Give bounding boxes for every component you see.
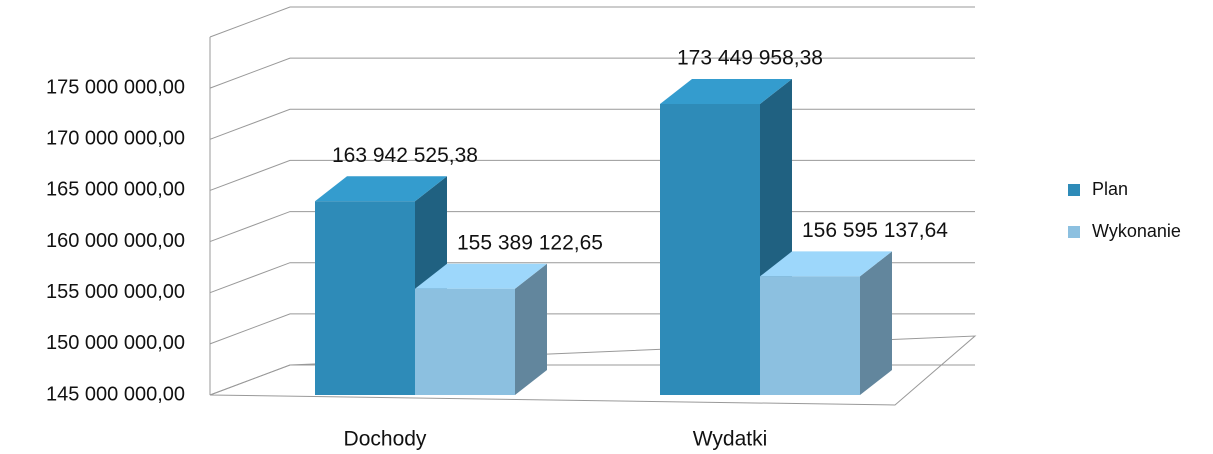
x-tick-label: Wydatki: [693, 428, 768, 451]
legend-swatch: [1068, 226, 1080, 238]
legend-label: Wykonanie: [1092, 221, 1181, 241]
bar-top: [760, 251, 892, 277]
value-label: 156 595 137,64: [802, 219, 948, 242]
bar: [760, 251, 892, 395]
bar-front: [660, 103, 760, 396]
floor: [209, 335, 977, 406]
grid-line: [209, 57, 975, 89]
bar-top: [415, 263, 547, 289]
bar-side: [515, 263, 547, 395]
y-tick-label: 155 000 000,00: [46, 281, 185, 303]
x-tick-label: Dochody: [344, 428, 427, 451]
value-label: 155 389 122,65: [457, 231, 603, 254]
bar-front: [415, 288, 515, 395]
bar-front: [760, 276, 860, 395]
grid-line: [209, 108, 975, 140]
y-tick-label: 165 000 000,00: [46, 179, 185, 201]
y-tick-label: 160 000 000,00: [46, 230, 185, 252]
bar-front: [315, 201, 415, 395]
wall-top: [209, 6, 975, 38]
y-tick-label: 150 000 000,00: [46, 332, 185, 354]
value-label: 173 449 958,38: [677, 47, 823, 70]
y-tick-label: 170 000 000,00: [46, 128, 185, 150]
bar-top: [315, 176, 447, 202]
bar-side: [860, 251, 892, 395]
bar: [415, 263, 547, 395]
legend-label: Plan: [1092, 179, 1128, 199]
legend-swatch: [1068, 184, 1080, 196]
grid-line: [209, 159, 975, 191]
y-tick-label: 175 000 000,00: [46, 76, 185, 98]
y-tick-label: 145 000 000,00: [46, 383, 185, 405]
value-label: 163 942 525,38: [332, 144, 478, 167]
bar-top: [660, 78, 792, 104]
bar: [660, 78, 792, 396]
